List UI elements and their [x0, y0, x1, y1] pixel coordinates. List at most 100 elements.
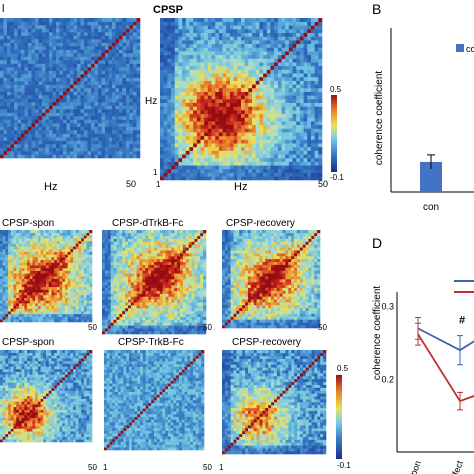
heatmap-cell	[182, 40, 187, 45]
heatmap-cell	[46, 276, 50, 280]
heatmap-cell	[204, 150, 209, 155]
heatmap-cell	[56, 303, 60, 307]
heatmap-cell	[98, 112, 102, 117]
heatmap-cell	[244, 40, 249, 45]
heatmap-cell	[318, 47, 323, 52]
heatmap-cell	[252, 154, 257, 159]
heatmap-cell	[38, 109, 43, 113]
heatmap-cell	[112, 84, 116, 89]
heatmap-cell	[27, 248, 31, 252]
heatmap-cell	[14, 49, 18, 54]
heatmap-cell	[274, 172, 279, 177]
heatmap-cell	[89, 284, 93, 288]
heatmap-cell	[185, 106, 190, 111]
heatmap-cell	[83, 273, 87, 277]
heatmap-cell	[226, 32, 231, 37]
heatmap-cell	[107, 253, 111, 257]
heatmap-cell	[37, 294, 41, 298]
heatmap-cell	[129, 154, 134, 159]
heatmap-cell	[70, 116, 74, 120]
heatmap-cell	[10, 257, 14, 261]
heatmap-cell	[288, 139, 293, 144]
heatmap-cell	[0, 39, 4, 43]
heatmap-cell	[14, 151, 18, 155]
heatmap-cell	[91, 46, 95, 50]
heatmap-cell	[178, 157, 183, 162]
heatmap-cell	[62, 243, 66, 247]
heatmap-cell	[70, 144, 74, 148]
heatmap-cell	[244, 124, 249, 129]
heatmap-cell	[70, 232, 74, 236]
heatmap-cell	[104, 256, 109, 260]
heatmap-cell	[136, 98, 141, 103]
heatmap-cell	[233, 80, 238, 85]
heatmap-cell	[59, 95, 64, 99]
heatmap-cell	[45, 77, 50, 82]
heatmap-cell	[171, 110, 176, 115]
heatmap-cell	[241, 102, 245, 107]
heatmap-cell	[91, 112, 95, 117]
heatmap-cell	[80, 35, 85, 40]
heatmap-cell	[296, 43, 301, 48]
heatmap-cell	[46, 251, 50, 255]
heatmap-cell	[21, 144, 25, 148]
heatmap-cell	[87, 112, 92, 117]
heatmap-cell	[167, 54, 172, 59]
heatmap-cell	[70, 154, 74, 159]
heatmap-cell	[310, 87, 315, 92]
heatmap-cell	[270, 143, 275, 148]
heatmap-cell	[32, 235, 36, 239]
heatmap-cell	[63, 133, 67, 138]
heatmap-cell	[136, 112, 141, 117]
heatmap-cell	[126, 63, 130, 68]
heatmap-cell	[207, 135, 212, 140]
heatmap-cell	[281, 161, 286, 166]
heatmap-cell	[104, 241, 109, 245]
heatmap-cell	[21, 230, 25, 234]
heatmap-cell	[133, 67, 137, 71]
heatmap-cell	[292, 110, 297, 115]
heatmap-cell	[270, 54, 275, 59]
heatmap-cell	[178, 161, 183, 166]
heatmap-cell	[98, 116, 102, 120]
heatmap-cell	[119, 308, 123, 312]
heatmap-cell	[218, 121, 223, 126]
heatmap-cell	[10, 63, 15, 68]
heatmap-cell	[84, 147, 88, 152]
heatmap-cell	[126, 42, 130, 47]
heatmap-cell	[43, 267, 47, 271]
heatmap-cell	[178, 73, 183, 78]
heatmap-cell	[83, 289, 87, 293]
heatmap-cell	[174, 51, 179, 56]
heatmap-cell	[27, 286, 31, 290]
heatmap-cell	[263, 54, 268, 59]
heatmap-cell	[10, 28, 15, 33]
heatmap-cell	[259, 132, 264, 137]
heatmap-cell	[160, 135, 164, 140]
heatmap-cell	[292, 154, 297, 159]
heatmap-cell	[63, 53, 67, 57]
heatmap-cell	[207, 58, 212, 63]
heatmap-cell	[56, 257, 60, 261]
heatmap-cell	[84, 98, 88, 103]
heatmap-cell	[2, 240, 6, 244]
heatmap-cell	[77, 25, 81, 29]
heatmap-cell	[77, 151, 81, 155]
heatmap-cell	[196, 40, 201, 45]
heatmap-cell	[70, 294, 74, 298]
heatmap-cell	[129, 49, 134, 54]
heatmap-cell	[16, 267, 20, 271]
heatmap-cell	[193, 113, 198, 118]
heatmap-cell	[35, 297, 39, 301]
heatmap-cell	[174, 62, 179, 67]
heatmap-cell	[49, 88, 53, 92]
heatmap-cell	[27, 294, 31, 298]
heatmap-cell	[122, 109, 127, 113]
heatmap-cell	[277, 121, 282, 126]
heatmap-cell	[285, 51, 290, 56]
heatmap-cell	[310, 36, 315, 41]
heatmap-cell	[91, 21, 95, 26]
heatmap-cell	[45, 105, 50, 110]
heatmap-cell	[66, 28, 71, 33]
heatmap-cell	[281, 95, 286, 100]
